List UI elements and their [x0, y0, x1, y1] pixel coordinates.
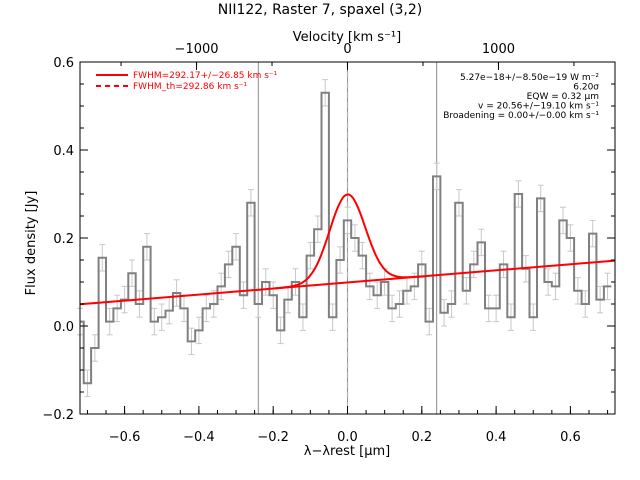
- continuum-fit-line: [79, 259, 616, 306]
- x-tick-label: 0.4: [486, 430, 507, 445]
- y-tick-label: 0.6: [53, 56, 74, 71]
- y-tick-label: 0.0: [53, 320, 74, 335]
- legend-label: FWHM_th=292.86 km s⁻¹: [133, 82, 248, 92]
- top-axis-label: Velocity [km s⁻¹]: [293, 30, 401, 45]
- x-axis-label: λ−λrest [μm]: [304, 444, 390, 459]
- x-tick-label: −0.4: [183, 430, 215, 445]
- top-tick-label: 0: [343, 42, 351, 57]
- x-tick-label: −0.2: [257, 430, 289, 445]
- legend-label: FWHM=292.17+/−26.85 km s⁻¹: [133, 71, 278, 81]
- fit-annotation: 5.27e−18+/−8.50e−19 W m⁻²: [460, 73, 599, 83]
- fit-annotation: v = 20.56+/−19.10 km s⁻¹: [478, 102, 599, 112]
- x-tick-label: 0.6: [560, 430, 581, 445]
- fit-annotation: Broadening = 0.00+/−0.00 km s⁻¹: [443, 111, 599, 121]
- top-tick-label: 1000: [482, 42, 515, 57]
- chart-title: NII122, Raster 7, spaxel (3,2): [218, 2, 423, 18]
- y-tick-label: 0.2: [53, 232, 74, 247]
- gaussian-fit-line: [273, 193, 422, 290]
- x-tick-label: −0.6: [109, 430, 141, 445]
- fit-annotation: EQW = 0.32 μm: [527, 92, 599, 102]
- x-tick-label: 0.0: [337, 430, 358, 445]
- y-tick-label: 0.4: [53, 144, 74, 159]
- x-tick-label: 0.2: [411, 430, 432, 445]
- fit-annotation: 6.20σ: [573, 83, 599, 93]
- y-axis-label: Flux density [Jy]: [24, 191, 39, 296]
- spectrum-line: [80, 91, 612, 385]
- y-tick-label: −0.2: [42, 408, 74, 423]
- plot-area: −0.6 −0.4 −0.2 0.0 0.2 0.4 0.6 −1000 0 1000 −0.2 0.…: [42, 42, 616, 445]
- top-tick-label: −1000: [175, 42, 219, 57]
